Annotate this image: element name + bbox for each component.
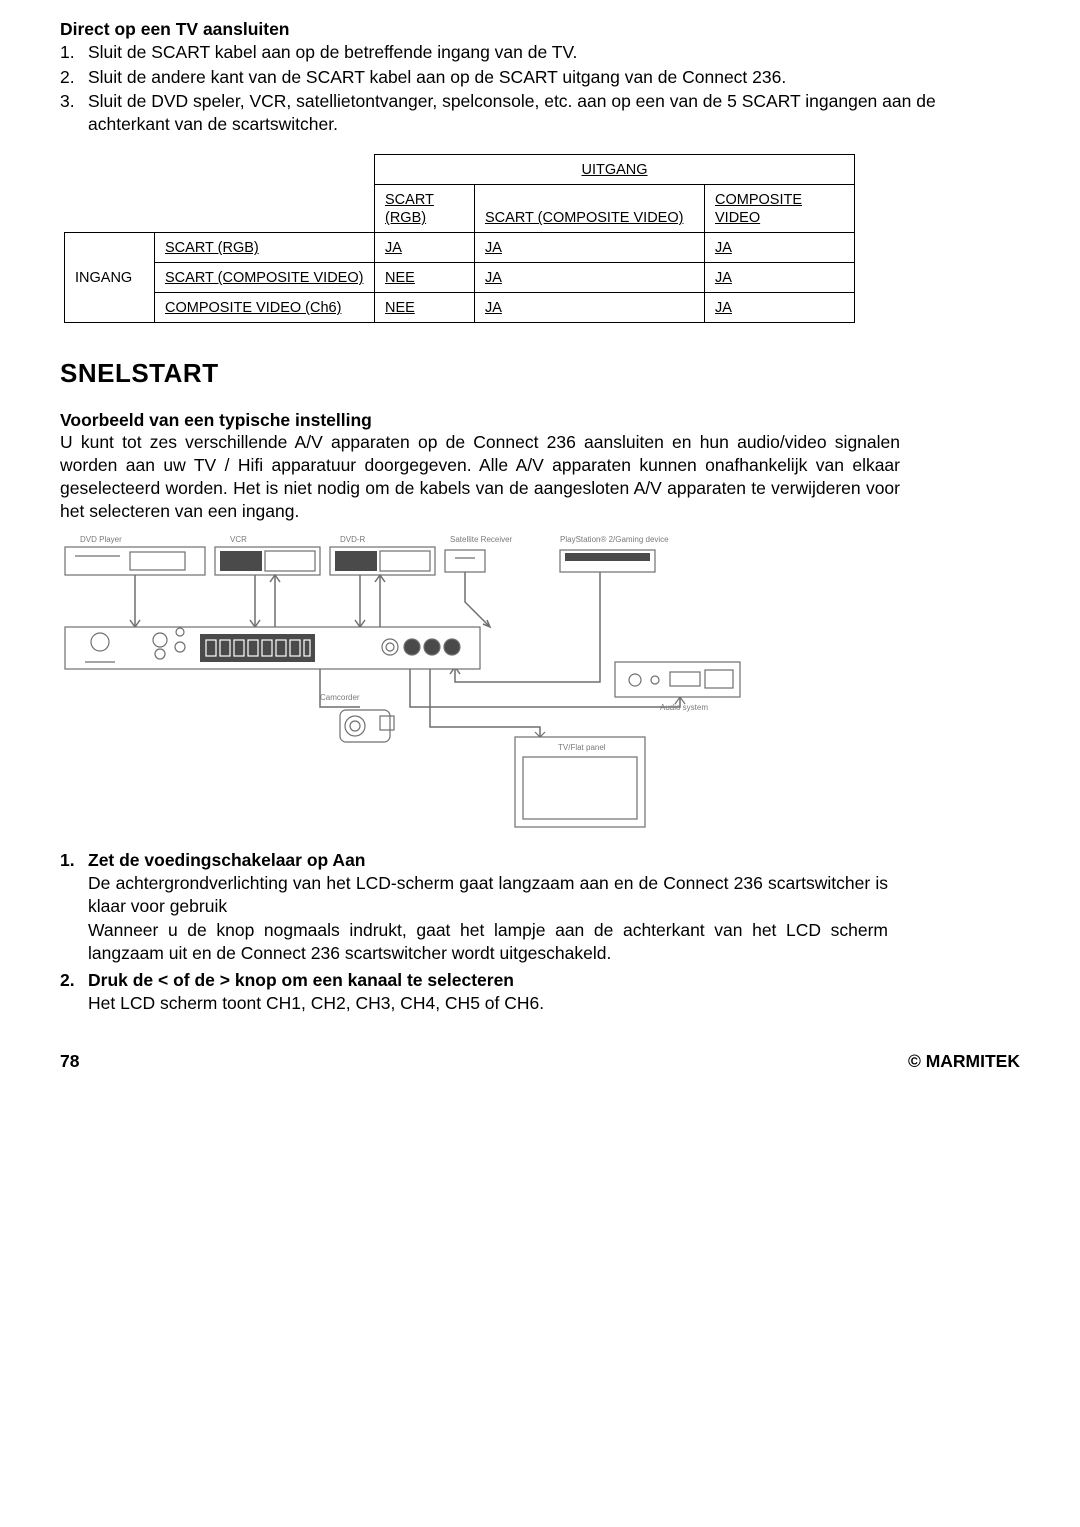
table-row-label: SCART (COMPOSITE VIDEO) [155, 263, 375, 293]
list-num: 1. [60, 41, 88, 64]
step-title: Zet de voedingschakelaar op Aan [88, 849, 1020, 872]
list-item: 3. Sluit de DVD speler, VCR, satellieton… [60, 90, 1020, 136]
diagram-label-dvd: DVD Player [80, 535, 122, 544]
table-cell: JA [475, 292, 705, 322]
table-col-header: COMPOSITE VIDEO [705, 184, 855, 233]
diagram-label-dvdr: DVD-R [340, 535, 366, 544]
step-item: 1. Zet de voedingschakelaar op Aan De ac… [60, 849, 1020, 967]
table-col-header: SCART (RGB) [375, 184, 475, 233]
list-text: Sluit de SCART kabel aan op de betreffen… [88, 41, 1020, 64]
section-snelstart: SNELSTART [60, 357, 1020, 391]
table-cell: JA [705, 263, 855, 293]
step-num: 2. [60, 969, 88, 1015]
list-text: Sluit de andere kant van de SCART kabel … [88, 66, 1020, 89]
diagram-label-camcorder: Camcorder [320, 693, 360, 702]
table-cell: JA [475, 233, 705, 263]
table-cell: JA [475, 263, 705, 293]
diagram-label-audio: Audio system [660, 703, 708, 712]
list-num: 3. [60, 90, 88, 136]
step-num: 1. [60, 849, 88, 967]
table-row-label: SCART (RGB) [155, 233, 375, 263]
step-title: Druk de < of de > knop om een kanaal te … [88, 969, 1020, 992]
compatibility-table: UITGANG SCART (RGB) SCART (COMPOSITE VID… [64, 154, 855, 323]
table-header-uitgang: UITGANG [375, 154, 855, 184]
list-text: Sluit de DVD speler, VCR, satellietontva… [88, 90, 1020, 136]
page-number: 78 [60, 1050, 79, 1073]
diagram-label-sat: Satellite Receiver [450, 535, 513, 544]
table-cell: JA [705, 292, 855, 322]
list-item: 2. Sluit de andere kant van de SCART kab… [60, 66, 1020, 89]
connection-diagram: DVD Player VCR DVD-R Satellite Receiver … [60, 532, 800, 837]
heading-direct-tv: Direct op een TV aansluiten [60, 18, 1020, 41]
step-text: Het LCD scherm toont CH1, CH2, CH3, CH4,… [88, 992, 1020, 1015]
table-row-header-ingang: INGANG [65, 233, 155, 323]
step-text: De achtergrondverlichting van het LCD-sc… [88, 872, 888, 918]
step-text: Wanneer u de knop nogmaals indrukt, gaat… [88, 919, 888, 965]
table-col-header: SCART (COMPOSITE VIDEO) [475, 184, 705, 233]
table-cell: NEE [375, 292, 475, 322]
diagram-label-ps: PlayStation® 2/Gaming device [560, 535, 669, 544]
subheading-voorbeeld: Voorbeeld van een typische instelling [60, 409, 1020, 432]
page-footer: 78 © MARMITEK [60, 1050, 1020, 1073]
list-item: 1. Sluit de SCART kabel aan op de betref… [60, 41, 1020, 64]
table-cell: JA [375, 233, 475, 263]
table-cell: JA [705, 233, 855, 263]
brand-mark: © MARMITEK [908, 1050, 1020, 1073]
diagram-label-vcr: VCR [230, 535, 247, 544]
table-row-label: COMPOSITE VIDEO (Ch6) [155, 292, 375, 322]
diagram-label-tv: TV/Flat panel [558, 743, 606, 752]
paragraph-intro: U kunt tot zes verschillende A/V apparat… [60, 431, 900, 522]
list-num: 2. [60, 66, 88, 89]
step-item: 2. Druk de < of de > knop om een kanaal … [60, 969, 1020, 1015]
table-cell: NEE [375, 263, 475, 293]
